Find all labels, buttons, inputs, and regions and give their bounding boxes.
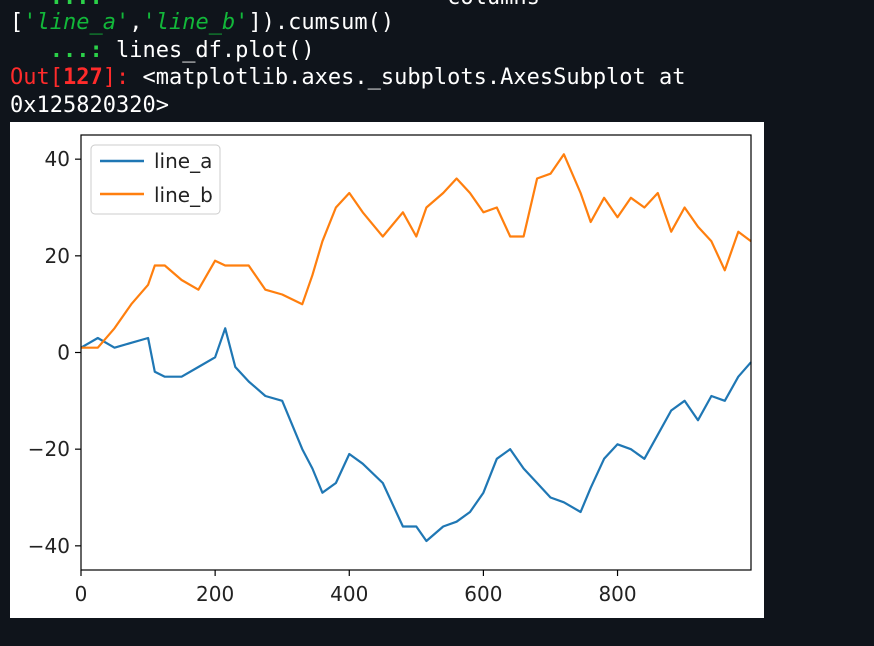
line-chart: 0 200 400 600 800 −40 −20 0 20 40 line_a line_b [28, 134, 752, 606]
code-text: lines_df.plot() [102, 38, 315, 63]
series-line-line-a [80, 327, 752, 543]
output-text: <matplotlib.axes._subplots.AxesSubplot a… [129, 65, 686, 90]
series-layer [80, 153, 752, 543]
y-tick-label: 40 [45, 147, 70, 171]
continuation-prompt: ...: [10, 38, 103, 63]
y-tick-label: −40 [28, 534, 70, 558]
y-axis: −40 −20 0 20 40 [28, 147, 81, 558]
x-axis: 0 200 400 600 800 [75, 570, 637, 606]
x-tick-label: 400 [330, 582, 368, 606]
out-number: 127 [62, 65, 103, 90]
legend-label-line-a: line_a [154, 149, 212, 173]
string-literal: 'line_b' [142, 10, 249, 35]
string-literal: 'line_a' [23, 10, 130, 35]
continuation-prompt: ...: [10, 0, 103, 10]
code-line: ['line_a','line_b']).cumsum() [10, 9, 394, 37]
y-tick-label: 0 [57, 341, 70, 365]
code-text: columns = [103, 0, 566, 10]
output-line: Out[127]: <matplotlib.axes._subplots.Axe… [10, 64, 686, 92]
y-tick-label: −20 [28, 437, 70, 461]
series-line-line-b [81, 153, 752, 349]
out-label-close: ]: [102, 65, 130, 90]
legend: line_a line_b [90, 144, 221, 215]
y-tick-label: 20 [45, 244, 70, 268]
plot-figure: 0 200 400 600 800 −40 −20 0 20 40 line_a line_b [10, 122, 764, 618]
out-label: Out[ [10, 65, 63, 90]
code-text: ]).cumsum() [248, 10, 395, 35]
x-tick-label: 800 [598, 582, 636, 606]
code-text: , [129, 10, 143, 35]
x-tick-label: 600 [464, 582, 502, 606]
output-text: 0x125820320> [10, 93, 169, 118]
x-tick-label: 200 [196, 582, 234, 606]
x-tick-label: 0 [75, 582, 88, 606]
continuation-line: ...: columns = [10, 0, 567, 12]
output-line: 0x125820320> [10, 92, 169, 120]
legend-label-line-b: line_b [154, 183, 213, 207]
code-text: [ [10, 10, 24, 35]
code-line: ...: lines_df.plot() [10, 37, 315, 65]
